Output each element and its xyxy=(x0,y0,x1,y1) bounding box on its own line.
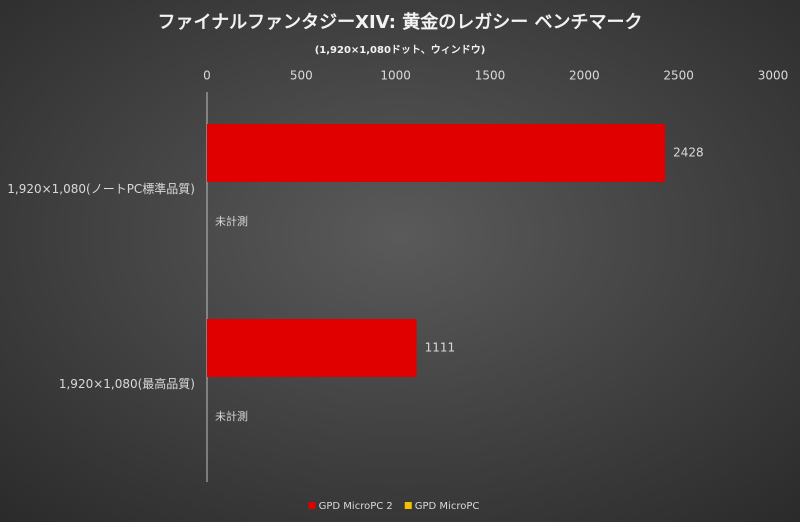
legend-label: GPD MicroPC xyxy=(415,501,480,512)
x-tick-label: 2500 xyxy=(663,69,694,83)
chart-title: ファイナルファンタジーXIV: 黄金のレガシー ベンチマーク xyxy=(157,11,642,33)
data-label: 2428 xyxy=(673,146,704,160)
legend-label: GPD MicroPC 2 xyxy=(319,501,393,512)
bar xyxy=(207,124,666,182)
y-tick-label: 1,920×1,080(最高品質) xyxy=(59,376,195,391)
data-label: 1111 xyxy=(425,341,456,355)
data-label: 未計測 xyxy=(215,409,248,423)
chart-subtitle: (1,920×1,080ドット、ウィンドウ) xyxy=(315,44,486,56)
x-tick-label: 2000 xyxy=(569,69,600,83)
legend-marker xyxy=(404,502,412,509)
x-tick-label: 1500 xyxy=(475,69,506,83)
x-tick-label: 1000 xyxy=(380,69,411,83)
x-tick-label: 500 xyxy=(290,69,313,83)
data-label: 未計測 xyxy=(215,214,248,228)
y-tick-label: 1,920×1,080(ノートPC標準品質) xyxy=(7,181,195,196)
x-tick-label: 0 xyxy=(203,69,211,83)
bar xyxy=(207,319,417,377)
x-tick-label: 3000 xyxy=(758,69,789,83)
legend-marker xyxy=(308,502,316,509)
